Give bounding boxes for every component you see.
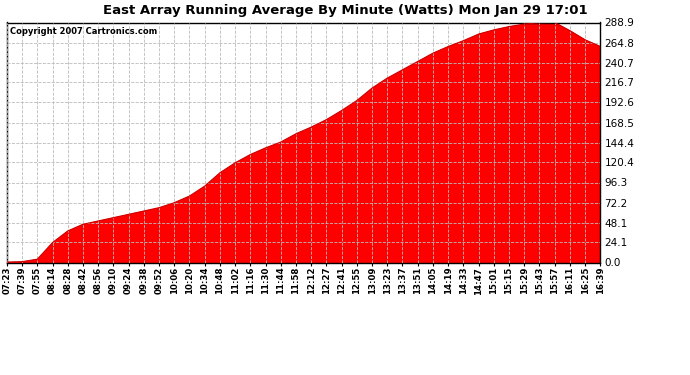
Text: Copyright 2007 Cartronics.com: Copyright 2007 Cartronics.com <box>10 27 157 36</box>
Text: East Array Running Average By Minute (Watts) Mon Jan 29 17:01: East Array Running Average By Minute (Wa… <box>103 4 587 17</box>
